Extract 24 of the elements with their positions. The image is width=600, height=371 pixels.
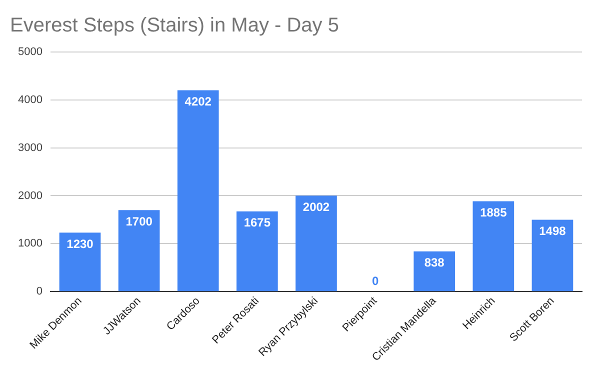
bar [296,196,337,292]
data-label: 1700 [126,214,153,228]
data-label: 1675 [244,216,271,230]
data-label: 838 [424,256,445,270]
chart-title: Everest Steps (Stairs) in May - Day 5 [10,14,339,37]
data-label: 4202 [184,94,212,109]
y-tick-label: 3000 [18,142,42,154]
y-tick-label: 2000 [18,190,42,202]
data-label: 1230 [66,236,94,251]
bar [414,251,456,292]
data-label: 1498 [539,224,566,238]
y-tick-label: 1000 [18,238,42,250]
y-tick-label: 4000 [18,94,42,106]
data-label: 0 [372,274,379,288]
bar [59,232,101,292]
data-label: 2002 [302,200,330,214]
bar [472,201,514,292]
y-tick-label: 0 [36,286,42,298]
data-label: 1885 [480,206,508,220]
bar [118,210,160,292]
y-tick-label: 5000 [18,46,42,58]
bar [532,220,574,292]
bar [236,211,278,292]
bar [177,90,219,292]
